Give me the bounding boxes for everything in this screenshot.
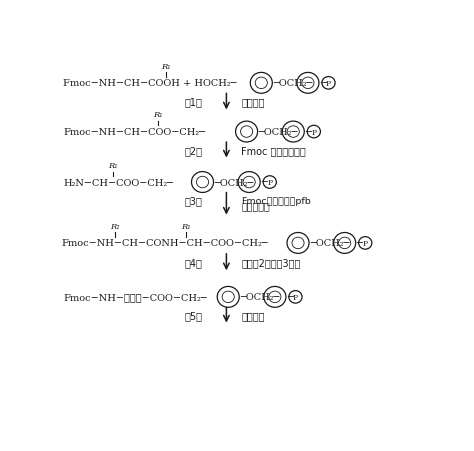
Text: ─: ─: [305, 128, 311, 137]
Text: P: P: [363, 239, 368, 247]
Text: H₂N−CH−COO−CH₂─: H₂N−CH−COO−CH₂─: [63, 178, 173, 187]
Text: ─OCH₂─: ─OCH₂─: [214, 178, 254, 187]
Text: （2）: （2）: [184, 146, 202, 156]
Text: Fmoc−NH−CH−CONH−CH−COO−CH₂─: Fmoc−NH−CH−CONH−CH−COO−CH₂─: [61, 239, 268, 248]
Text: ─: ─: [261, 178, 267, 187]
Text: Fmoc−NH−CH−COOH + HOCH₂─: Fmoc−NH−CH−COOH + HOCH₂─: [63, 79, 237, 88]
Text: R₁: R₁: [108, 161, 118, 170]
Text: （5）: （5）: [184, 310, 202, 320]
Text: R₁: R₁: [154, 111, 163, 119]
Text: ─OCH₂─: ─OCH₂─: [258, 128, 298, 137]
Text: R₁: R₁: [161, 62, 171, 70]
Text: （3）: （3）: [184, 196, 202, 206]
Text: 重复（2）～（3）步: 重复（2）～（3）步: [241, 258, 301, 267]
Text: P: P: [293, 293, 298, 301]
Text: （1）: （1）: [184, 97, 202, 107]
Text: ─: ─: [319, 79, 326, 88]
Text: 挂上树脂: 挂上树脂: [241, 97, 264, 107]
Text: Fmoc−NH−CH−COO−CH₂─: Fmoc−NH−CH−COO−CH₂─: [63, 128, 205, 137]
Text: ─: ─: [287, 293, 292, 302]
Text: ─OCH₂─: ─OCH₂─: [273, 79, 312, 88]
Text: Fmoc 的脱除、洗涤: Fmoc 的脱除、洗涤: [241, 146, 306, 156]
Text: Fmoc－氨基酸－pfb: Fmoc－氨基酸－pfb: [241, 196, 311, 205]
Text: R₂: R₂: [110, 222, 120, 230]
Text: Fmoc−NH−（肽）−COO−CH₂─: Fmoc−NH−（肽）−COO−CH₂─: [63, 293, 207, 302]
Text: 脱保护基: 脱保护基: [241, 310, 264, 320]
Text: R₁: R₁: [181, 222, 191, 230]
Text: P: P: [326, 80, 331, 87]
Text: P: P: [311, 128, 316, 136]
Text: （4）: （4）: [184, 258, 202, 267]
Text: ─OCH₂─: ─OCH₂─: [240, 293, 279, 302]
Text: ─OCH₂─: ─OCH₂─: [310, 239, 349, 248]
Text: 耦联、洗涤: 耦联、洗涤: [241, 203, 270, 212]
Text: ─: ─: [356, 239, 362, 248]
Text: P: P: [267, 179, 272, 187]
